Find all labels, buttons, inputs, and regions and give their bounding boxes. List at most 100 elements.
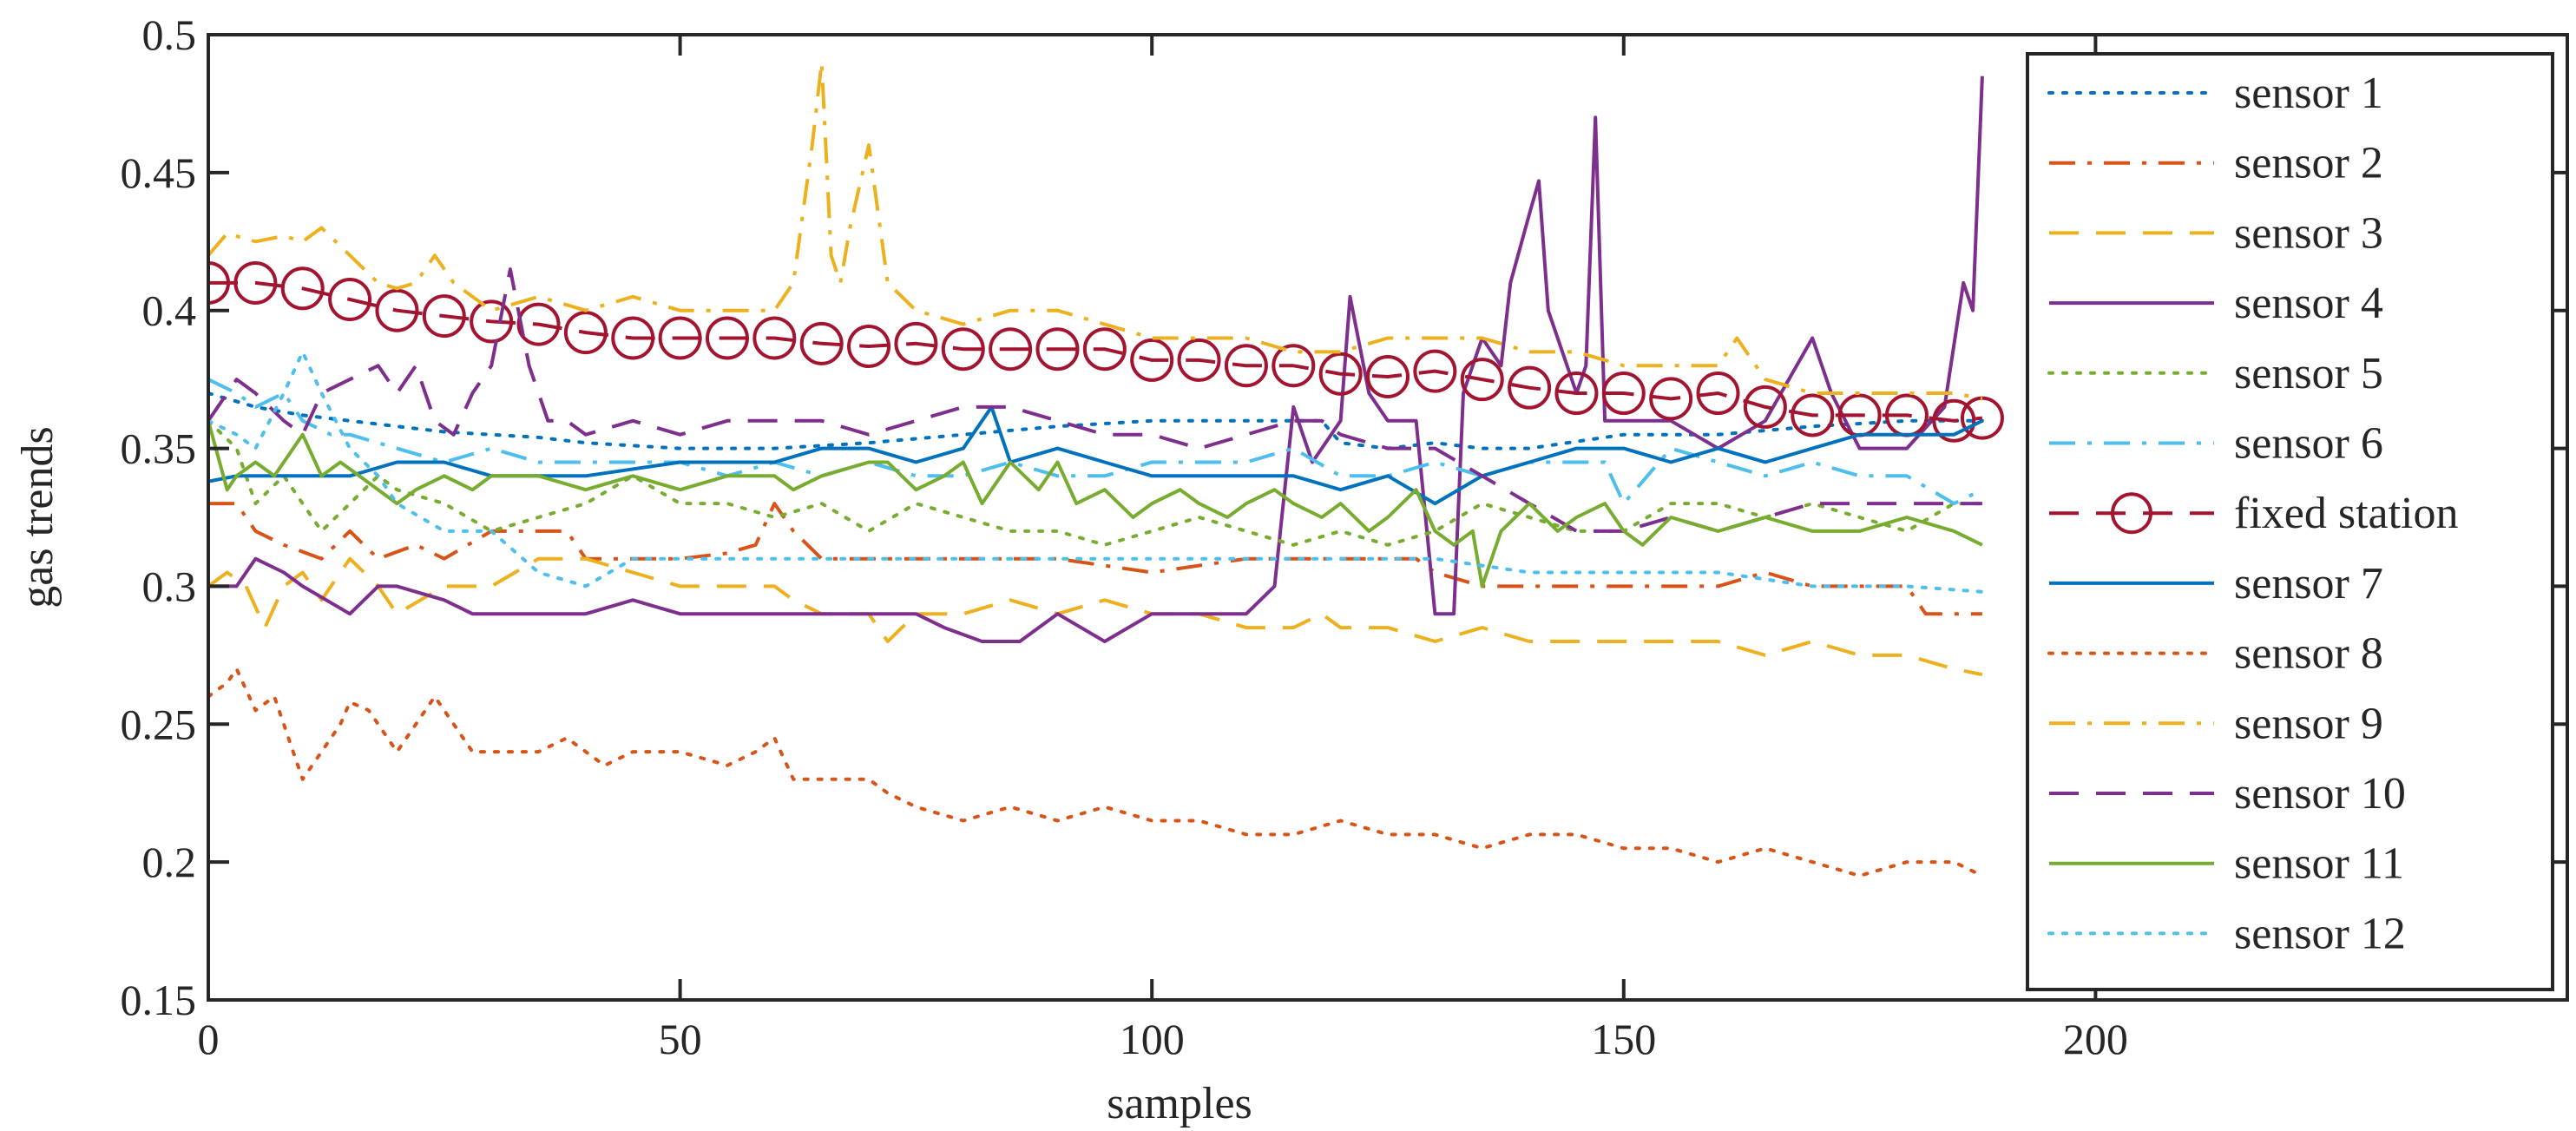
series-marker: [705, 316, 749, 360]
series-marker: [328, 278, 372, 322]
legend-label: sensor 3: [2234, 208, 2383, 258]
series-layer: [208, 60, 2004, 878]
ticks-layer: 0 50 100 150 200 0.15 0.2 0.25 0.3 0.35 0.4 0.45 0.5: [121, 10, 2567, 1063]
series-marker: [280, 266, 325, 311]
legend-label: sensor 4: [2234, 279, 2383, 328]
series-marker: [1460, 358, 1504, 402]
y-tick-label: 0.25: [121, 700, 197, 748]
series-line: [208, 350, 1984, 594]
series-marker: [1082, 327, 1127, 372]
legend-item: sensor 3: [2049, 208, 2383, 258]
legend-item: sensor 2: [2049, 139, 2383, 188]
legend-item: sensor 4: [2049, 279, 2383, 328]
series-sensor-5: [208, 418, 1984, 547]
series-marker: [516, 302, 561, 346]
legend-label: sensor 6: [2234, 419, 2383, 469]
series-marker: [611, 316, 655, 360]
x-tick-label: 0: [198, 1015, 220, 1063]
series-marker: [233, 260, 278, 305]
series-line: [208, 404, 1983, 506]
x-tick-label: 50: [659, 1015, 702, 1063]
series-marker: [752, 316, 797, 360]
series-sensor-1: [208, 391, 1984, 450]
series-marker: [375, 288, 419, 332]
series-marker: [1177, 338, 1221, 382]
series-marker: [1130, 338, 1174, 382]
series-marker: [208, 260, 230, 305]
legend-items: sensor 1 sensor 2 sensor 3 sensor 4 sensor 5…: [2047, 69, 2459, 958]
legend-label: sensor 10: [2234, 769, 2406, 819]
y-tick-label: 0.3: [142, 562, 197, 610]
series-line: [208, 391, 1984, 450]
series-marker: [1791, 393, 1835, 437]
legend-item: sensor 11: [2049, 839, 2404, 889]
legend-label: sensor 12: [2234, 909, 2406, 958]
legend-item: sensor 12: [2047, 909, 2406, 958]
legend-marker: [2111, 492, 2152, 535]
legend-label: sensor 7: [2234, 559, 2383, 608]
series-marker: [1272, 344, 1316, 388]
x-tick-label: 150: [1591, 1015, 1656, 1063]
x-tick-label: 200: [2063, 1015, 2128, 1063]
legend-item: sensor 10: [2049, 769, 2406, 819]
legend-label: sensor 11: [2234, 839, 2404, 889]
series-marker: [470, 299, 514, 344]
x-tick-label: 100: [1120, 1015, 1185, 1063]
series-marker: [1224, 344, 1268, 388]
legend-label: sensor 8: [2234, 629, 2383, 679]
series-sensor-8: [208, 667, 1984, 878]
series-line: [208, 420, 1983, 589]
legend-label: sensor 5: [2234, 349, 2383, 398]
series-marker: [1601, 372, 1646, 416]
series-marker: [563, 311, 608, 355]
series-marker: [1649, 377, 1693, 421]
series-marker: [847, 325, 891, 369]
series-marker: [1035, 327, 1080, 372]
series-marker: [1366, 354, 1410, 398]
series-marker: [941, 327, 985, 372]
y-tick-label: 0.2: [142, 838, 197, 886]
legend-label: fixed station: [2234, 489, 2459, 538]
series-marker: [1743, 385, 1787, 429]
series-marker: [1413, 349, 1457, 393]
series-line: [208, 76, 1984, 643]
series-sensor-10: [208, 267, 1982, 533]
series-fixed-station: [208, 260, 2004, 443]
series-marker: [799, 321, 844, 365]
legend-item: sensor 7: [2049, 559, 2383, 608]
legend: sensor 1 sensor 2 sensor 3 sensor 4 sensor 5…: [2026, 52, 2554, 991]
series-sensor-4: [208, 76, 1984, 643]
series-line: [208, 280, 1983, 423]
series-sensor-11: [208, 420, 1983, 589]
axes-frame: [207, 33, 2569, 1002]
series-sensor-2: [208, 502, 1982, 616]
series-line: [208, 378, 1983, 506]
series-line: [208, 267, 1982, 533]
y-tick-label: 0.4: [142, 286, 197, 335]
series-marker: [1696, 372, 1740, 416]
legend-item: sensor 1: [2047, 69, 2383, 118]
series-marker: [1318, 352, 1363, 396]
legend-label: sensor 9: [2234, 699, 2383, 748]
y-axis-label: gas trends: [13, 426, 62, 608]
series-line: [208, 418, 1984, 547]
series-marker: [1508, 365, 1552, 410]
legend-item: sensor 8: [2047, 629, 2383, 679]
series-sensor-9: [208, 60, 1983, 401]
y-tick-label: 0.5: [142, 10, 197, 59]
series-line: [208, 667, 1984, 878]
legend-label: sensor 2: [2234, 139, 2383, 188]
series-sensor-6: [208, 378, 1983, 506]
legend-label: sensor 1: [2234, 69, 2383, 118]
series-marker: [422, 294, 466, 339]
legend-item: sensor 9: [2049, 699, 2383, 748]
series-sensor-12: [208, 350, 1984, 594]
series-marker: [1932, 398, 1976, 443]
series-line: [208, 502, 1982, 616]
series-line: [208, 60, 1983, 401]
legend-item: sensor 6: [2049, 419, 2383, 469]
series-marker: [1554, 372, 1599, 416]
y-tick-label: 0.15: [121, 976, 197, 1024]
legend-item: sensor 5: [2047, 349, 2383, 398]
